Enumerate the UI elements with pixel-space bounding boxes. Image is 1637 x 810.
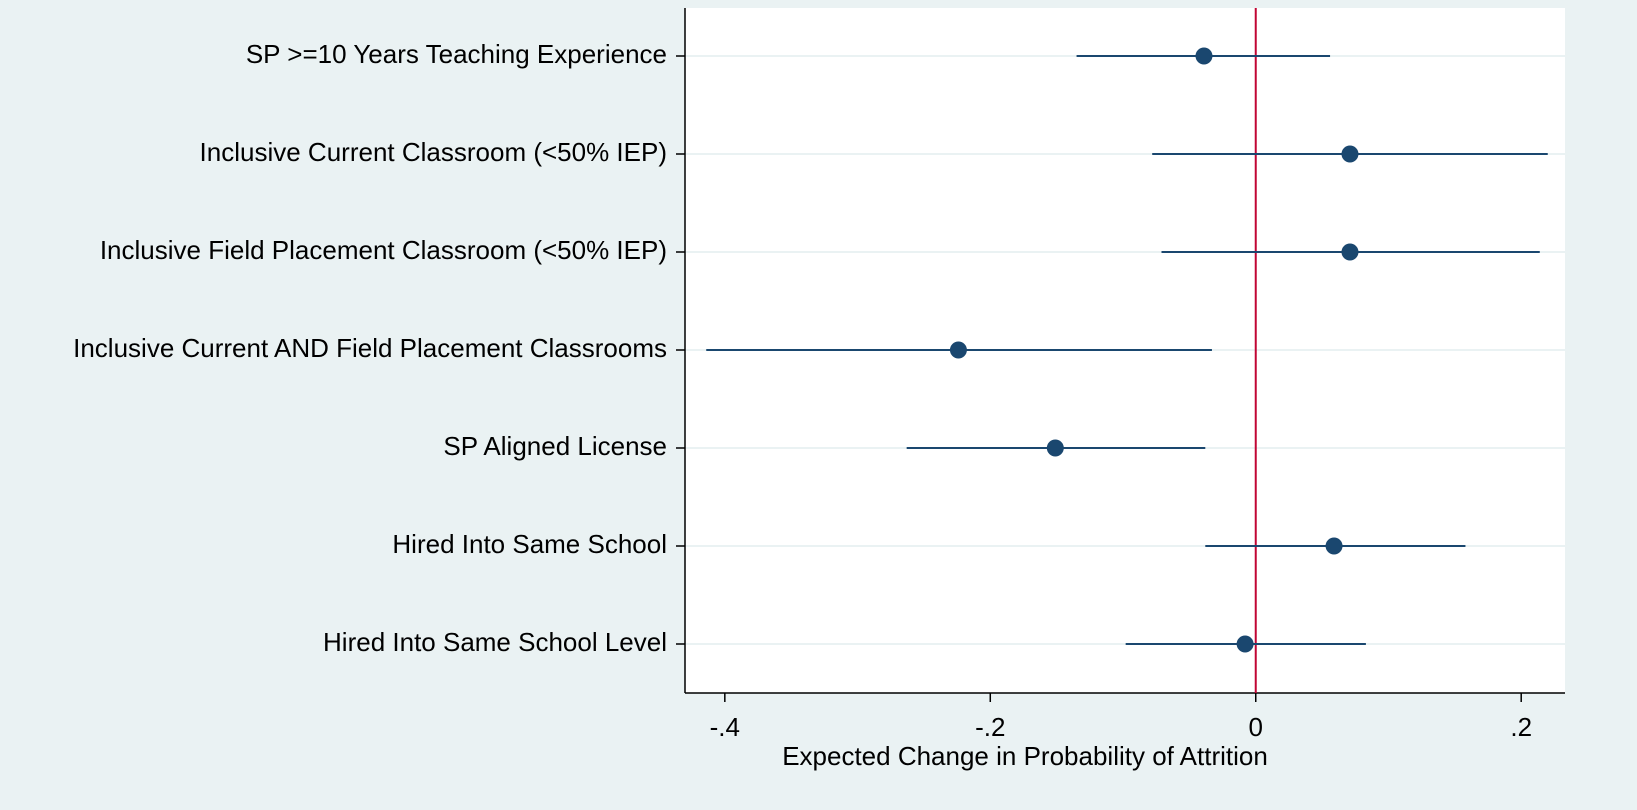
x-tick-label: .2: [1510, 712, 1532, 742]
y-tick-label: Inclusive Field Placement Classroom (<50…: [100, 235, 667, 265]
point-estimate: [1195, 47, 1213, 65]
y-tick-label: Hired Into Same School: [392, 529, 667, 559]
point-estimate: [1325, 537, 1343, 555]
x-tick-label: -.4: [710, 712, 740, 742]
x-tick-label: 0: [1249, 712, 1263, 742]
y-tick-label: SP Aligned License: [443, 431, 667, 461]
y-tick-label: Inclusive Current AND Field Placement Cl…: [73, 333, 667, 363]
x-axis-title: Expected Change in Probability of Attrit…: [782, 741, 1268, 771]
point-estimate: [1341, 243, 1359, 261]
x-tick-label: -.2: [975, 712, 1005, 742]
point-estimate: [1046, 439, 1064, 457]
y-tick-label: Hired Into Same School Level: [323, 627, 667, 657]
y-tick-label: Inclusive Current Classroom (<50% IEP): [200, 137, 667, 167]
y-tick-label: SP >=10 Years Teaching Experience: [246, 39, 667, 69]
point-estimate: [1341, 145, 1359, 163]
point-estimate: [949, 341, 967, 359]
point-estimate: [1236, 635, 1254, 653]
